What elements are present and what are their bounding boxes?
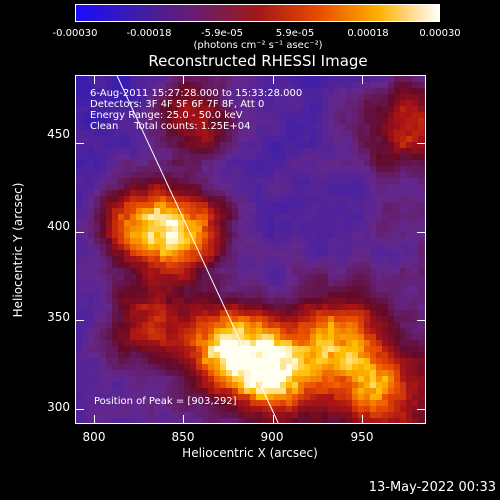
colorbar-tick: 0.00018 — [347, 28, 389, 39]
x-tick-label: 950 — [350, 430, 374, 444]
x-tick-label: 800 — [82, 430, 106, 444]
limb-overlay — [116, 76, 279, 423]
y-tick-mark — [76, 231, 84, 233]
colorbar-tick: 0.00030 — [419, 28, 461, 39]
x-tick-label: 900 — [260, 430, 284, 444]
annotation-clean-counts: Clean Total counts: 1.25E+04 — [90, 121, 251, 132]
y-tick-label: 450 — [47, 127, 70, 141]
solar-limb-line — [116, 76, 279, 423]
y-tick-mark — [76, 143, 84, 145]
x-axis-label: Heliocentric X (arcsec) — [182, 446, 318, 460]
plot-area: 6-Aug-2011 15:27:28.000 to 15:33:28.000 … — [75, 75, 426, 424]
x-tick-mark — [272, 415, 274, 423]
heatmap-image — [76, 76, 425, 423]
y-tick-label: 300 — [47, 400, 70, 414]
y-tick-label: 400 — [47, 219, 70, 233]
annotation-peak-position: Position of Peak = [903,292] — [94, 396, 237, 407]
y-tick-label: 350 — [47, 310, 70, 324]
chart-title: Reconstructed RHESSI Image — [148, 52, 368, 70]
footer-timestamp: 13-May-2022 00:33 — [368, 480, 496, 495]
x-tick-mark — [183, 76, 185, 84]
colorbar — [75, 4, 440, 22]
x-tick-mark — [362, 415, 364, 423]
x-tick-mark — [183, 415, 185, 423]
y-tick-mark — [417, 231, 425, 233]
y-axis-label: Heliocentric Y (arcsec) — [11, 182, 25, 318]
colorbar-units-label: (photons cm⁻² s⁻¹ asec⁻²) — [193, 40, 323, 51]
colorbar-tick: 5.9e-05 — [275, 28, 315, 39]
annotation-time-range: 6-Aug-2011 15:27:28.000 to 15:33:28.000 — [90, 88, 303, 99]
x-tick-mark — [93, 415, 95, 423]
x-tick-label: 850 — [171, 430, 195, 444]
y-tick-mark — [417, 320, 425, 322]
colorbar-tick: -5.9e-05 — [201, 28, 243, 39]
annotation-energy-range: Energy Range: 25.0 - 50.0 keV — [90, 110, 243, 121]
y-tick-mark — [76, 320, 84, 322]
y-tick-mark — [76, 408, 84, 410]
x-tick-mark — [93, 76, 95, 84]
annotation-detectors: Detectors: 3F 4F 5F 6F 7F 8F, Att 0 — [90, 99, 265, 110]
y-tick-mark — [417, 408, 425, 410]
colorbar-tick: -0.00018 — [126, 28, 172, 39]
x-tick-mark — [272, 76, 274, 84]
colorbar-tick: -0.00030 — [52, 28, 98, 39]
x-tick-mark — [362, 76, 364, 84]
y-tick-mark — [417, 143, 425, 145]
